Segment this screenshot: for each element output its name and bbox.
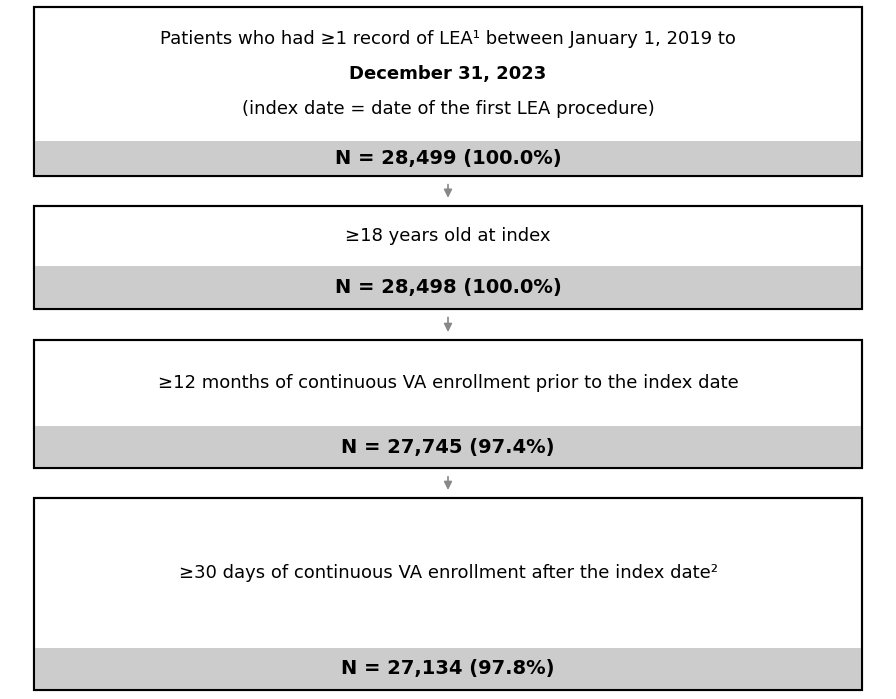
Text: N = 28,498 (100.0%): N = 28,498 (100.0%) <box>334 278 562 297</box>
Text: Patients who had ≥1 record of LEA¹ between ​January 1, 2019​ to: Patients who had ≥1 record of LEA¹ betwe… <box>160 30 736 48</box>
Bar <box>34 141 862 176</box>
Text: ≥12 months of continuous VA enrollment prior to the index date: ≥12 months of continuous VA enrollment p… <box>158 375 738 392</box>
Text: N = 27,134 (97.8%): N = 27,134 (97.8%) <box>341 659 555 679</box>
Bar <box>34 7 862 176</box>
Bar <box>34 206 862 309</box>
Bar <box>34 340 862 468</box>
Bar <box>34 426 862 468</box>
Bar <box>34 206 862 309</box>
Bar <box>34 498 862 690</box>
Text: December 31, 2023: December 31, 2023 <box>349 65 547 83</box>
Bar <box>34 498 862 690</box>
Bar <box>34 340 862 468</box>
Bar <box>34 648 862 690</box>
Text: ≥18 years old at index: ≥18 years old at index <box>345 227 551 245</box>
Text: ≥30 days of continuous VA enrollment after the index date²: ≥30 days of continuous VA enrollment aft… <box>178 564 718 582</box>
Text: N = 28,499 (100.0%): N = 28,499 (100.0%) <box>335 149 561 168</box>
Text: N = 27,745 (97.4%): N = 27,745 (97.4%) <box>341 438 555 457</box>
Text: (index date = date of the first LEA procedure): (index date = date of the first LEA proc… <box>242 100 654 118</box>
Bar <box>34 266 862 309</box>
Bar <box>34 7 862 176</box>
